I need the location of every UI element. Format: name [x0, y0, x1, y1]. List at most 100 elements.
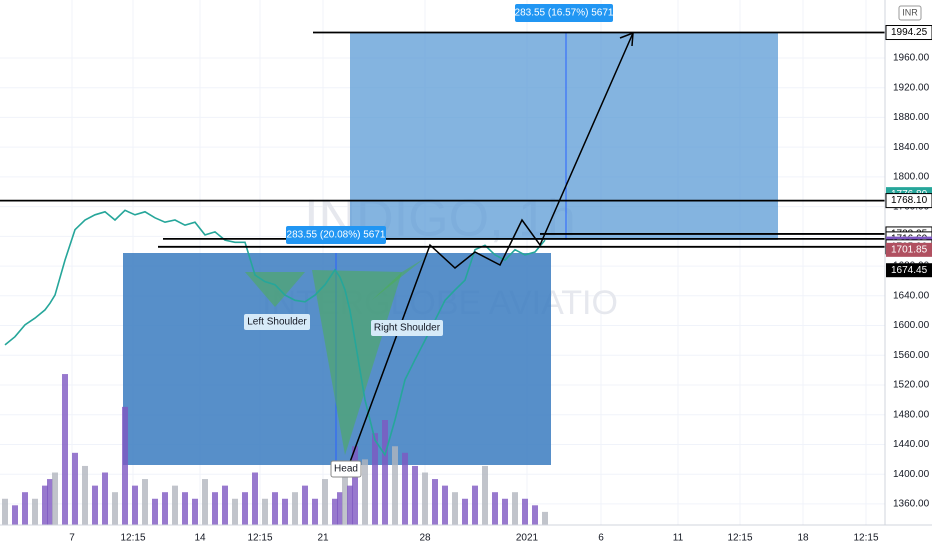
volume-bar: [82, 465, 88, 525]
volume-bar: [32, 498, 38, 525]
price: [4, 209, 546, 457]
x-tick-label: 11: [673, 533, 684, 544]
volume-bar: [152, 498, 158, 525]
volume-bar: [432, 479, 438, 525]
level-label: 1701.85: [891, 244, 928, 255]
volume-bar: [122, 406, 128, 525]
pattern-label: Right Shoulder: [374, 323, 441, 334]
x-tick-label: 12:15: [120, 533, 145, 544]
volume-bar: [162, 492, 168, 525]
volume-bar: [22, 492, 28, 525]
volume-bar: [62, 374, 68, 525]
volume-bar: [172, 485, 178, 525]
x-tick-label: 2021: [516, 533, 539, 544]
label-box: [244, 314, 310, 330]
level-tag: [885, 25, 932, 41]
volume-bar: [262, 498, 268, 525]
volume-bar: [12, 505, 18, 525]
level-tag: [886, 242, 932, 257]
head-shape: [312, 270, 402, 455]
x-tick-label: 18: [797, 533, 809, 544]
volume-bar: [302, 485, 308, 525]
measure-label: 283.55 (20.08%) 5671: [287, 230, 386, 241]
x-tick-label: 7: [69, 533, 75, 544]
volume-bar: [212, 492, 218, 525]
right-shoulder-shape: [372, 258, 425, 300]
y-tick-label: 1560.00: [893, 350, 930, 361]
pattern-label: Left Shoulder: [247, 317, 307, 328]
volume-bar: [452, 492, 458, 525]
y-tick-label: 1440.00: [893, 439, 930, 450]
volume-bar: [337, 492, 343, 525]
x-tick-label: 12:15: [247, 533, 272, 544]
volume-bar: [102, 472, 108, 525]
y-tick-label: 1640.00: [893, 290, 930, 301]
axes: 1360.00 1400.00 1440.00 1480.00 1520.00 1560.…: [69, 25, 932, 544]
volume-bar: [222, 485, 228, 525]
volume-bar: [47, 479, 53, 525]
levels: [0, 31, 885, 248]
label-box: [330, 460, 362, 478]
volume-bar: [332, 498, 338, 525]
y-tick-label: 1960.00: [893, 53, 930, 64]
volume-bar: [522, 498, 528, 525]
level-tag: [885, 193, 932, 209]
volume-bar: [182, 492, 188, 525]
y-tick-label: 1600.00: [893, 320, 930, 331]
volume-bar: [322, 479, 328, 525]
volume-bar: [92, 485, 98, 525]
volume-bar: [272, 492, 278, 525]
volume-bar: [412, 465, 418, 525]
volume-bar: [252, 472, 258, 525]
label-box: [286, 226, 386, 244]
volume-bar: [72, 452, 78, 525]
y-tick-label: 1800.00: [893, 172, 930, 183]
volume-bar: [472, 485, 478, 525]
volume-bar: [282, 498, 288, 525]
volume-bar: [372, 433, 378, 525]
y-tick-label: 1520.00: [893, 380, 930, 391]
volume-bar: [422, 472, 428, 525]
y-tick-label: 1880.00: [893, 112, 930, 123]
volume-bar: [52, 472, 58, 525]
volume-bar: [442, 485, 448, 525]
volume-bar: [532, 505, 538, 525]
volume-bar: [462, 498, 468, 525]
volume-bar: [142, 479, 148, 525]
volume-bar: [292, 492, 298, 525]
volume-bar: [312, 498, 318, 525]
level-tag: [886, 263, 932, 278]
label-box: [515, 4, 613, 22]
level-label: 1768.10: [891, 195, 928, 206]
level-label: 1674.45: [891, 265, 928, 276]
x-tick-label: 12:15: [727, 533, 752, 544]
volume-bar: [362, 459, 368, 525]
price-line: [4, 209, 546, 457]
projection-path: [349, 32, 634, 463]
volume-bar: [492, 492, 498, 525]
volume-bar: [347, 485, 353, 525]
pattern-label: Head: [334, 464, 358, 475]
volume-bar: [2, 498, 8, 525]
arrow-head: [619, 31, 634, 47]
volume-bar: [352, 446, 358, 525]
volume-bar: [382, 420, 388, 525]
level-label: 1994.25: [891, 27, 928, 38]
target-zone: [350, 32, 778, 240]
currency[interactable]: INR: [902, 7, 918, 17]
x-tick-label: 14: [194, 533, 206, 544]
y-tick-label: 1480.00: [893, 409, 930, 420]
y-tick-label: 1400.00: [893, 469, 930, 480]
volume-bar: [402, 452, 408, 525]
label-box: [371, 320, 443, 336]
y-tick-label: 1840.00: [893, 142, 930, 153]
volume-bar: [502, 498, 508, 525]
volume-bar: [132, 485, 138, 525]
volume: [2, 374, 548, 525]
y-tick-label: 1360.00: [893, 499, 930, 510]
currency-button[interactable]: [898, 5, 922, 21]
volume-bar: [232, 498, 238, 525]
volume-bar: [392, 446, 398, 525]
volume-bar: [542, 511, 548, 525]
